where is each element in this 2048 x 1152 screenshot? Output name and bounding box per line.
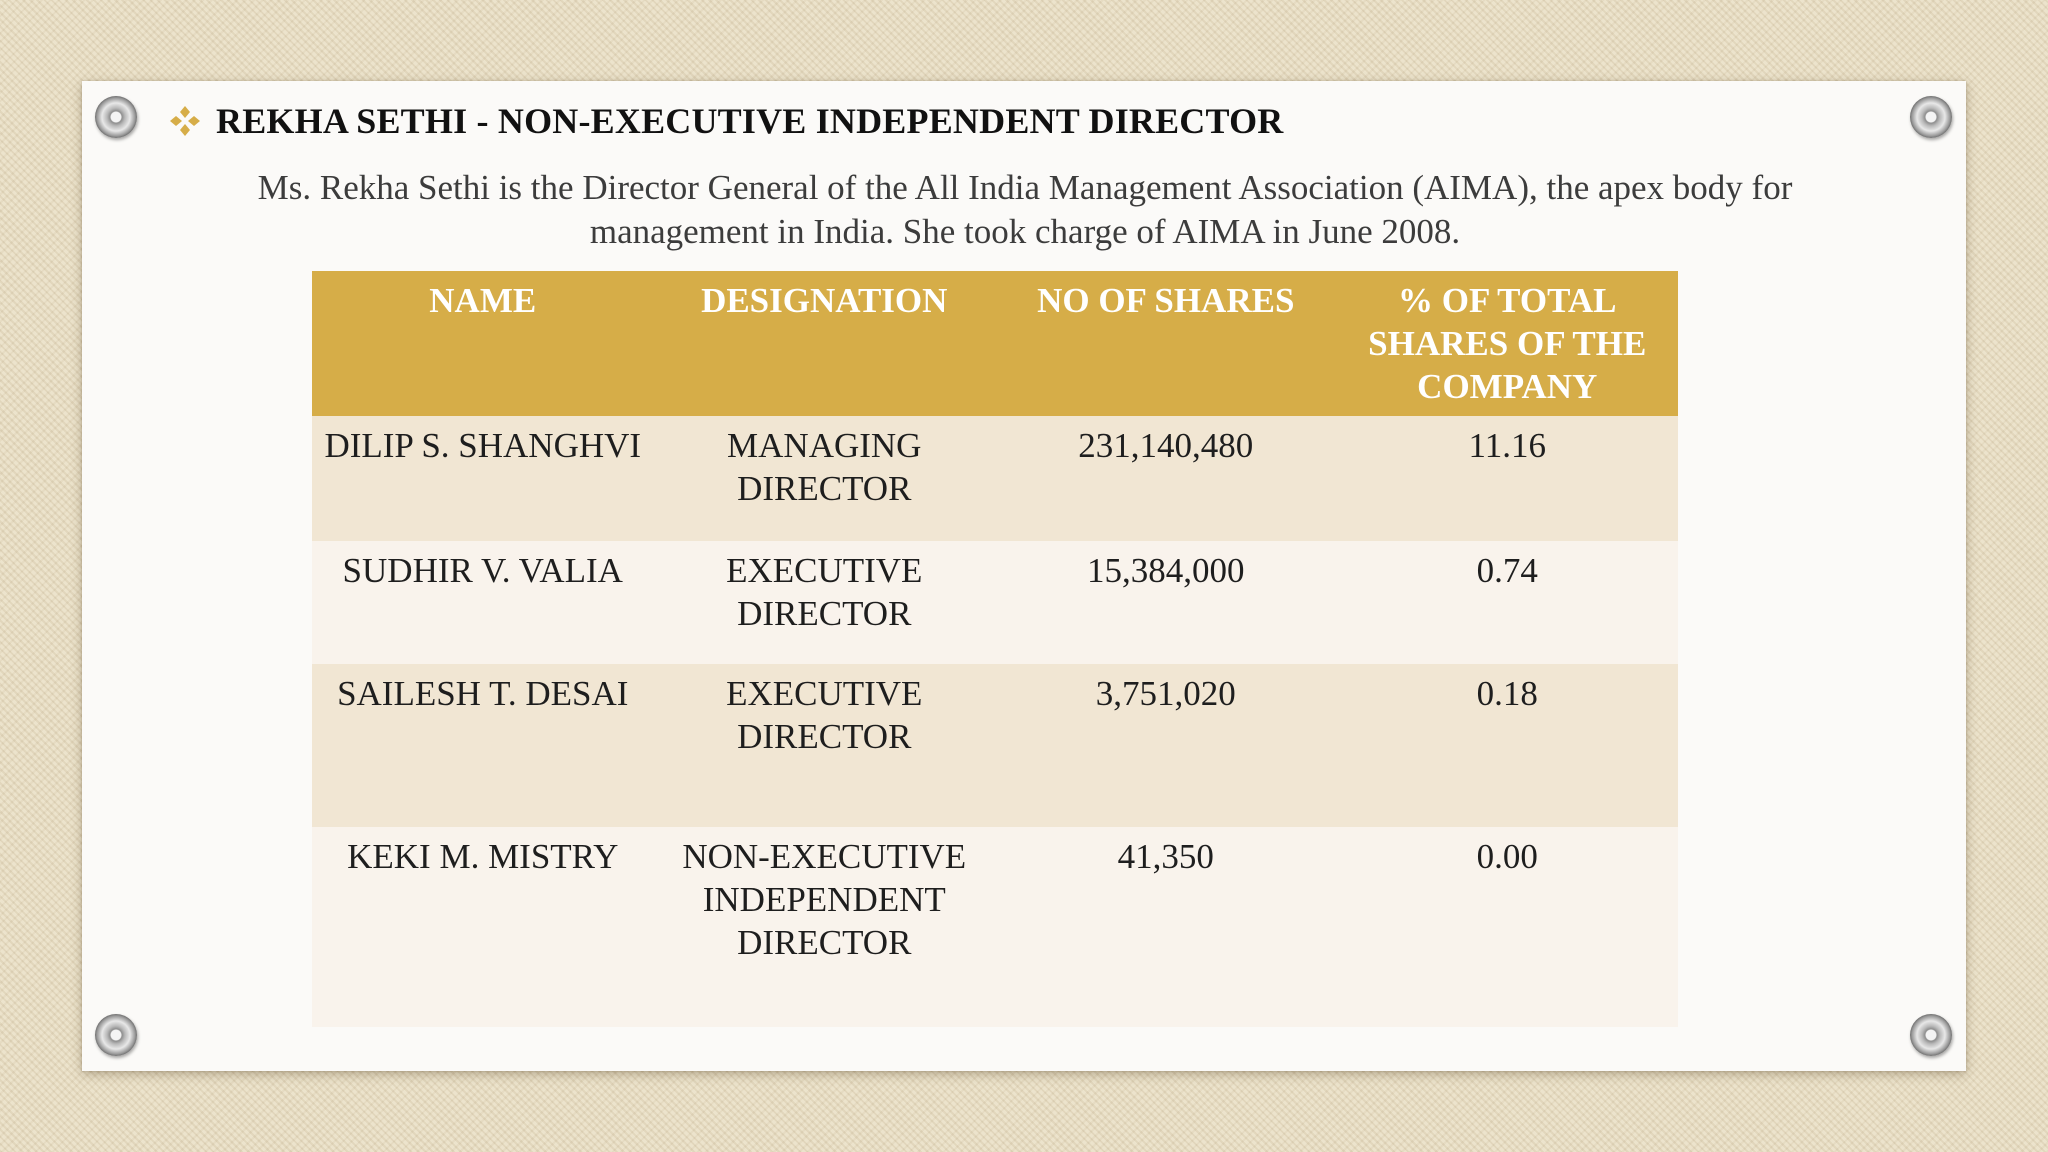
cell-shares: 41,350 [995, 827, 1337, 1027]
table-row: KEKI M. MISTRY NON-EXECUTIVE INDEPENDENT… [312, 827, 1678, 1027]
cell-designation: MANAGING DIRECTOR [653, 416, 995, 541]
table-row: SUDHIR V. VALIA EXECUTIVE DIRECTOR 15,38… [312, 541, 1678, 664]
cell-name: SUDHIR V. VALIA [312, 541, 654, 664]
rivet-bottom-right [1910, 1014, 1952, 1056]
header-designation: DESIGNATION [653, 271, 995, 416]
slide-title: REKHA SETHI - NON-EXECUTIVE INDEPENDENT … [168, 100, 1283, 142]
rivet-top-left [95, 96, 137, 138]
header-percent-total-shares: % OF TOTAL SHARES OF THE COMPANY [1336, 271, 1678, 416]
header-no-of-shares: NO OF SHARES [995, 271, 1337, 416]
shareholding-table: NAME DESIGNATION NO OF SHARES % OF TOTAL… [312, 271, 1678, 1027]
rivet-bottom-left [95, 1014, 137, 1056]
cell-designation: EXECUTIVE DIRECTOR [653, 664, 995, 827]
rivet-top-right [1910, 96, 1952, 138]
cell-name: DILIP S. SHANGHVI [312, 416, 654, 541]
cell-percent: 0.00 [1336, 827, 1678, 1027]
cell-designation: NON-EXECUTIVE INDEPENDENT DIRECTOR [653, 827, 995, 1027]
cell-shares: 231,140,480 [995, 416, 1337, 541]
cell-shares: 15,384,000 [995, 541, 1337, 664]
cell-name: KEKI M. MISTRY [312, 827, 654, 1027]
cell-shares: 3,751,020 [995, 664, 1337, 827]
table-row: SAILESH T. DESAI EXECUTIVE DIRECTOR 3,75… [312, 664, 1678, 827]
slide-title-text: REKHA SETHI - NON-EXECUTIVE INDEPENDENT … [216, 101, 1284, 141]
cell-percent: 0.18 [1336, 664, 1678, 827]
cell-designation: EXECUTIVE DIRECTOR [653, 541, 995, 664]
header-name: NAME [312, 271, 654, 416]
slide-description: Ms. Rekha Sethi is the Director General … [257, 168, 1793, 251]
cell-name: SAILESH T. DESAI [312, 664, 654, 827]
table-header-row: NAME DESIGNATION NO OF SHARES % OF TOTAL… [312, 271, 1678, 416]
table-row: DILIP S. SHANGHVI MANAGING DIRECTOR 231,… [312, 416, 1678, 541]
cell-percent: 11.16 [1336, 416, 1678, 541]
diamond-bullet-icon [170, 106, 200, 136]
cell-percent: 0.74 [1336, 541, 1678, 664]
